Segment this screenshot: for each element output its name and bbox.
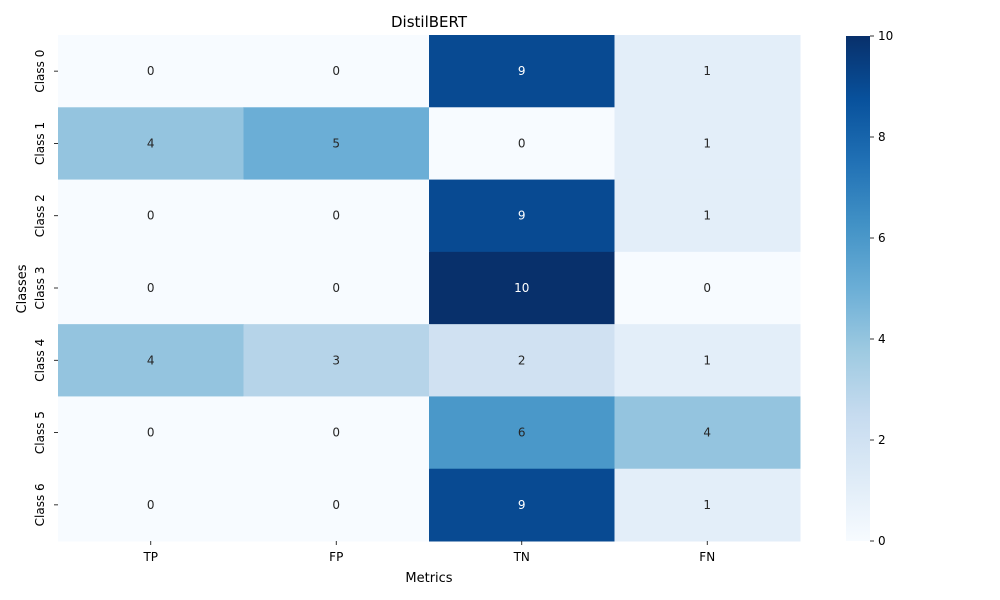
x-tick-label: TN xyxy=(513,550,530,564)
heatmap-cell xyxy=(429,107,615,181)
colorbar-tick-label: 2 xyxy=(878,433,886,447)
cell-value-label: 4 xyxy=(703,426,711,440)
heatmap-cell xyxy=(614,396,801,470)
cell-value-label: 0 xyxy=(332,209,340,223)
cell-value-label: 0 xyxy=(147,498,155,512)
cell-value-label: 5 xyxy=(332,136,340,150)
cell-value-label: 1 xyxy=(703,64,711,78)
heatmap-cells xyxy=(58,35,801,542)
y-axis-label: Classes xyxy=(15,264,30,313)
cell-value-label: 6 xyxy=(518,426,526,440)
y-tick-label: Class 3 xyxy=(33,266,47,309)
cell-value-label: 4 xyxy=(147,136,155,150)
heatmap-cell xyxy=(243,251,430,325)
cell-value-label: 4 xyxy=(147,353,155,367)
cell-value-label: 9 xyxy=(518,64,526,78)
heatmap-cell xyxy=(429,396,615,470)
heatmap-cell xyxy=(58,251,244,325)
cell-value-label: 0 xyxy=(147,209,155,223)
cell-value-label: 9 xyxy=(518,498,526,512)
cell-value-label: 1 xyxy=(703,209,711,223)
heatmap-cell xyxy=(243,324,430,397)
cell-value-label: 0 xyxy=(332,426,340,440)
cell-value-label: 9 xyxy=(518,209,526,223)
heatmap-cell xyxy=(614,324,801,397)
y-tick-label: Class 5 xyxy=(33,411,47,454)
x-tick-label: TP xyxy=(142,550,158,564)
cell-value-label: 2 xyxy=(518,353,526,367)
x-axis-label: Metrics xyxy=(405,571,452,586)
heatmap-cell xyxy=(614,107,801,181)
heatmap-cell xyxy=(429,468,615,542)
colorbar xyxy=(846,36,870,541)
heatmap-cell xyxy=(243,107,430,181)
heatmap-cell-labels: 0 0 9 14 5 0 10 0 9 10 0 10 04 3 2 10 0 6 40 0 9 1 xyxy=(147,64,711,512)
heatmap-cell xyxy=(429,251,615,325)
heatmap-cell xyxy=(429,179,615,253)
cell-value-label: 0 xyxy=(703,281,711,295)
cell-value-label: 1 xyxy=(703,136,711,150)
cell-value-label: 10 xyxy=(514,281,529,295)
colorbar-tick-label: 0 xyxy=(878,534,886,548)
cell-value-label: 0 xyxy=(332,498,340,512)
cell-value-label: 0 xyxy=(147,281,155,295)
colorbar-ticks: 0 2 4 6 8 10 xyxy=(870,29,893,548)
heatmap-cell xyxy=(614,179,801,253)
heatmap-cell xyxy=(614,35,801,108)
cell-value-label: 0 xyxy=(147,64,155,78)
colorbar-tick-label: 8 xyxy=(878,130,886,144)
heatmap-cell xyxy=(58,107,244,181)
heatmap-cell xyxy=(243,35,430,108)
heatmap-cell xyxy=(614,468,801,542)
colorbar-tick-label: 6 xyxy=(878,231,886,245)
heatmap-cell xyxy=(243,396,430,470)
cell-value-label: 0 xyxy=(332,64,340,78)
y-tick-label: Class 6 xyxy=(33,483,47,526)
cell-value-label: 0 xyxy=(332,281,340,295)
cell-value-label: 3 xyxy=(332,353,340,367)
heatmap-cell xyxy=(58,179,244,253)
heatmap-cell xyxy=(614,251,801,325)
heatmap-cell xyxy=(58,324,244,397)
colorbar-tick-label: 4 xyxy=(878,332,886,346)
colorbar-tick-label: 10 xyxy=(878,29,893,43)
y-tick-label: Class 4 xyxy=(33,339,47,382)
heatmap-cell xyxy=(429,35,615,108)
cell-value-label: 0 xyxy=(518,136,526,150)
heatmap-cell xyxy=(58,468,244,542)
heatmap-cell xyxy=(243,179,430,253)
cell-value-label: 1 xyxy=(703,353,711,367)
heatmap-cell xyxy=(243,468,430,542)
y-axis-ticks: Class 0 Class 1 Class 2 Class 3 Class 4 Class… xyxy=(33,50,58,526)
chart-title: DistilBERT xyxy=(391,13,468,31)
heatmap-cell xyxy=(58,396,244,470)
x-axis-ticks: TP FP TN FN xyxy=(142,541,715,564)
heatmap-cell xyxy=(429,324,615,397)
cell-value-label: 0 xyxy=(147,426,155,440)
cell-value-label: 1 xyxy=(703,498,711,512)
x-tick-label: FP xyxy=(329,550,343,564)
y-tick-label: Class 0 xyxy=(33,50,47,93)
y-tick-label: Class 2 xyxy=(33,194,47,237)
heatmap-cell xyxy=(58,35,244,108)
x-tick-label: FN xyxy=(699,550,715,564)
y-tick-label: Class 1 xyxy=(33,122,47,165)
